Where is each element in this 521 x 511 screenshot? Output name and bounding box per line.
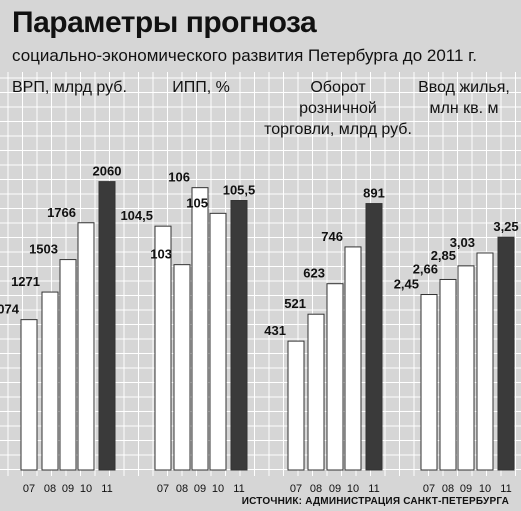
- panel-label: Ввод жилья, млн кв. м: [418, 79, 510, 117]
- tick-label: 10: [347, 483, 359, 495]
- bar: [439, 278, 457, 471]
- tick-label: 07: [423, 483, 435, 495]
- value-label: 105: [186, 195, 208, 210]
- tick-label: 09: [194, 483, 206, 495]
- value-label: 521: [284, 296, 306, 311]
- chart-title: Параметры прогноза: [12, 6, 317, 39]
- value-label: 3,25: [493, 219, 518, 234]
- value-label: 1766: [47, 205, 76, 220]
- tick-label: 08: [44, 483, 56, 495]
- bar: [230, 200, 248, 471]
- tick-label: 08: [442, 483, 454, 495]
- value-label: 1503: [29, 242, 58, 257]
- bar: [173, 264, 191, 471]
- bar: [457, 265, 475, 471]
- value-label: 2,45: [394, 277, 419, 292]
- panel-label-line: розничной: [299, 100, 377, 117]
- panel-label-line: торговли, млрд руб.: [264, 121, 412, 138]
- bar: [497, 236, 515, 471]
- tick-label: 11: [101, 483, 112, 495]
- bar: [287, 340, 305, 471]
- bar: [41, 291, 59, 471]
- value-label: 2060: [93, 164, 122, 179]
- panel-label: ВРП, млрд руб.: [12, 79, 127, 96]
- tick-label: 11: [368, 483, 379, 495]
- tick-label: 07: [157, 483, 169, 495]
- bar: [209, 212, 227, 471]
- bar: [307, 313, 325, 471]
- panel-label-line: млн кв. м: [429, 100, 498, 117]
- value-label: 1271: [11, 274, 40, 289]
- tick-label: 08: [176, 483, 188, 495]
- bar: [98, 181, 116, 471]
- value-label: 104,5: [120, 208, 153, 223]
- panel-label-line: Оборот: [310, 79, 366, 96]
- chart-subtitle: социально-экономического развития Петерб…: [12, 46, 478, 65]
- panel-2: ИПП, % 104,5 07 103 08 106 09 105 10 105,5 11: [120, 79, 255, 495]
- bar: [365, 203, 383, 471]
- bar: [476, 252, 494, 471]
- panel-label-line: ИПП, %: [172, 79, 230, 96]
- tick-label: 09: [329, 483, 341, 495]
- tick-label: 09: [460, 483, 472, 495]
- panel-label: Оборот розничной торговли, млрд руб.: [264, 79, 412, 138]
- value-label: 106: [168, 170, 190, 185]
- bar: [420, 294, 438, 471]
- tick-label: 11: [233, 483, 244, 495]
- value-label: 2,85: [431, 248, 456, 263]
- value-label: 105,5: [223, 183, 256, 198]
- panel-label: ИПП, %: [172, 79, 230, 96]
- bar: [20, 319, 38, 471]
- tick-label: 09: [62, 483, 74, 495]
- value-label: 746: [321, 229, 343, 244]
- tick-label: 10: [479, 483, 491, 495]
- value-label: 2,66: [413, 261, 438, 276]
- source-note: ИСТОЧНИК: АДМИНИСТРАЦИЯ САНКТ-ПЕТЕРБУРГА: [241, 496, 509, 507]
- tick-label: 11: [500, 483, 511, 495]
- value-label: 623: [303, 266, 325, 281]
- bar: [191, 187, 209, 471]
- panel-1: ВРП, млрд руб. 1074 07 1271 08 1503 09 1766 10 20…: [0, 79, 127, 495]
- value-label: 3,03: [450, 235, 475, 250]
- bar: [344, 246, 362, 471]
- value-label: 103: [150, 247, 172, 262]
- bar: [59, 259, 77, 471]
- bar: [326, 283, 344, 471]
- tick-label: 07: [23, 483, 35, 495]
- bar: [77, 222, 95, 471]
- panel-4: Ввод жилья, млн кв. м 2,45 07 2,66 08 2,85 09 3,…: [394, 79, 519, 495]
- tick-label: 10: [80, 483, 92, 495]
- value-label: 891: [363, 186, 385, 201]
- tick-label: 07: [290, 483, 302, 495]
- panel-label-line: ВРП, млрд руб.: [12, 79, 127, 96]
- value-label: 1074: [0, 302, 20, 317]
- panel-label-line: Ввод жилья,: [418, 79, 510, 96]
- panel-3: Оборот розничной торговли, млрд руб. 431 07 5…: [264, 79, 412, 495]
- tick-label: 10: [212, 483, 224, 495]
- value-label: 431: [264, 323, 286, 338]
- bar: [154, 225, 172, 471]
- tick-label: 08: [310, 483, 322, 495]
